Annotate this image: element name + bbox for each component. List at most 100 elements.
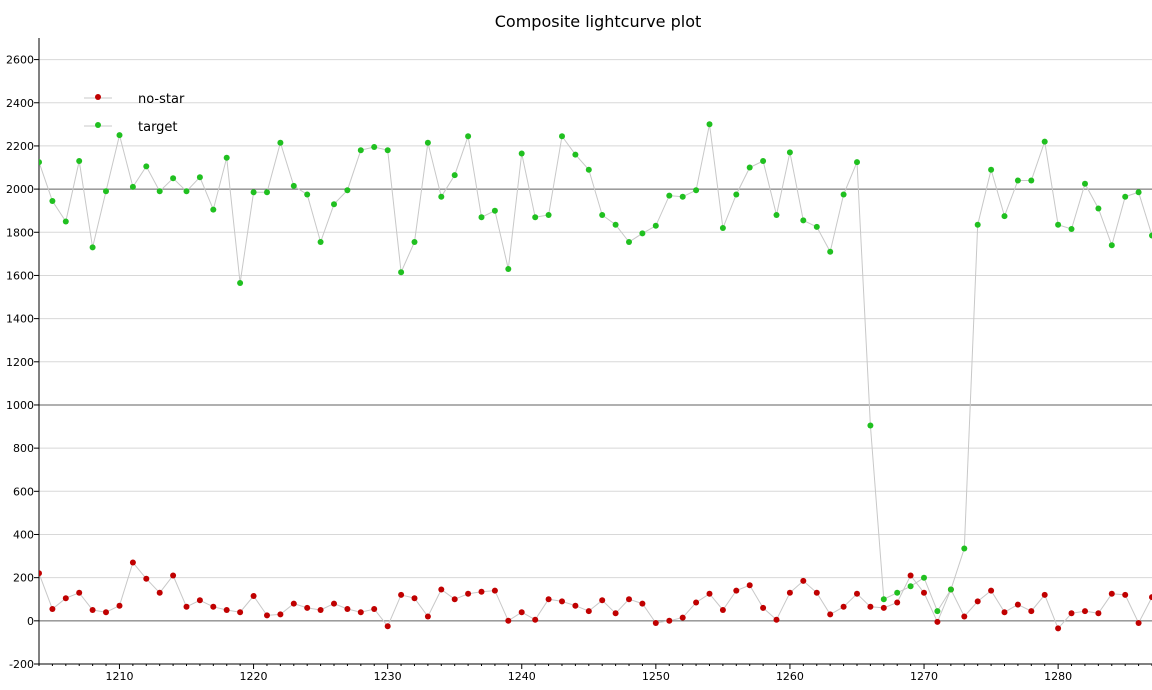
- data-point-target: [760, 158, 767, 164]
- data-point-no-star: [465, 590, 472, 597]
- data-point-target: [746, 164, 753, 171]
- data-point-target: [894, 589, 901, 596]
- data-point-target: [116, 132, 123, 139]
- data-point-target: [103, 188, 109, 195]
- data-point-target: [250, 189, 257, 196]
- data-point-no-star: [62, 595, 69, 602]
- data-point-target: [518, 150, 525, 157]
- data-point-target: [626, 239, 632, 245]
- legend-marker-no-star: [95, 94, 101, 100]
- data-point-target: [451, 172, 458, 179]
- data-point-target: [49, 198, 56, 204]
- data-point-no-star: [545, 596, 552, 603]
- chart-title: Composite lightcurve plot: [495, 12, 702, 31]
- data-point-target: [585, 166, 592, 173]
- data-point-target: [652, 222, 659, 229]
- y-tick-label: 1200: [6, 356, 34, 369]
- data-point-no-star: [103, 609, 109, 616]
- data-point-no-star: [183, 603, 190, 610]
- data-point-no-star: [331, 600, 337, 607]
- data-point-no-star: [1041, 591, 1048, 598]
- data-point-no-star: [304, 604, 311, 611]
- data-point-no-star: [867, 603, 874, 610]
- x-tick-label: 1260: [776, 670, 804, 683]
- data-point-no-star: [840, 603, 847, 610]
- data-point-no-star: [719, 607, 726, 613]
- data-point-no-star: [800, 577, 807, 584]
- data-point-no-star: [438, 586, 445, 593]
- data-point-no-star: [156, 589, 163, 596]
- data-point-target: [693, 187, 700, 194]
- data-point-no-star: [612, 610, 619, 617]
- y-tick-label: -200: [9, 658, 34, 671]
- data-point-target: [170, 175, 177, 182]
- data-point-target: [465, 133, 472, 140]
- data-point-target: [813, 223, 820, 230]
- data-point-target: [398, 269, 405, 276]
- data-point-target: [974, 221, 981, 228]
- data-point-target: [411, 239, 418, 245]
- data-point-no-star: [693, 599, 700, 606]
- data-point-target: [183, 188, 190, 195]
- y-tick-label: 800: [13, 442, 34, 455]
- data-point-no-star: [210, 603, 217, 610]
- data-point-no-star: [934, 618, 941, 625]
- x-tick-label: 1240: [508, 670, 536, 683]
- data-point-target: [223, 154, 230, 161]
- data-point-target: [331, 201, 337, 208]
- data-point-target: [438, 193, 445, 200]
- data-point-target: [1122, 193, 1129, 200]
- data-point-no-star: [384, 623, 391, 630]
- data-point-target: [947, 586, 954, 593]
- data-point-no-star: [813, 589, 820, 596]
- data-point-no-star: [559, 598, 565, 605]
- data-point-target: [545, 212, 552, 218]
- data-point-target: [89, 244, 96, 251]
- data-point-target: [237, 280, 244, 286]
- data-point-no-star: [1014, 601, 1021, 608]
- y-tick-label: 400: [13, 528, 34, 541]
- data-point-target: [304, 191, 311, 198]
- data-point-no-star: [652, 620, 659, 626]
- data-point-target: [39, 159, 42, 166]
- data-point-target: [599, 212, 606, 218]
- data-point-no-star: [1122, 591, 1129, 598]
- data-point-no-star: [733, 587, 740, 594]
- y-tick-label: 2600: [6, 54, 34, 67]
- data-point-target: [1149, 232, 1152, 239]
- data-point-target: [384, 147, 391, 154]
- legend-label-target: target: [138, 120, 178, 135]
- data-point-target: [478, 214, 485, 221]
- data-point-target: [62, 218, 69, 225]
- data-point-target: [961, 545, 968, 552]
- data-point-no-star: [827, 611, 834, 618]
- data-point-target: [988, 166, 995, 173]
- data-point-target: [666, 192, 673, 199]
- data-point-target: [934, 608, 941, 615]
- x-tick-label: 1270: [910, 670, 938, 683]
- x-tick-label: 1210: [105, 670, 133, 683]
- x-tick-label: 1220: [240, 670, 268, 683]
- y-tick-label: 2200: [6, 140, 34, 153]
- data-point-no-star: [1095, 610, 1102, 617]
- data-point-no-star: [760, 604, 767, 611]
- data-point-no-star: [398, 591, 405, 598]
- data-point-target: [143, 163, 150, 170]
- data-point-no-star: [89, 607, 96, 613]
- data-point-no-star: [237, 609, 244, 616]
- data-point-target: [612, 221, 619, 228]
- data-point-no-star: [143, 575, 150, 582]
- series-no-star: [39, 559, 1152, 632]
- data-point-no-star: [357, 609, 364, 616]
- data-point-target: [76, 158, 83, 164]
- data-point-no-star: [894, 599, 901, 606]
- data-point-target: [317, 239, 324, 245]
- axes: -200 0 200 400 600 800 1000 1200 1400 1600 1800 200…: [6, 38, 1152, 683]
- data-point-no-star: [1028, 608, 1035, 615]
- data-point-no-star: [277, 611, 284, 618]
- y-tick-label: 200: [13, 572, 34, 585]
- data-point-target: [371, 144, 378, 150]
- data-point-no-star: [854, 590, 860, 597]
- legend-marker-target: [95, 122, 101, 128]
- data-point-target: [532, 214, 539, 221]
